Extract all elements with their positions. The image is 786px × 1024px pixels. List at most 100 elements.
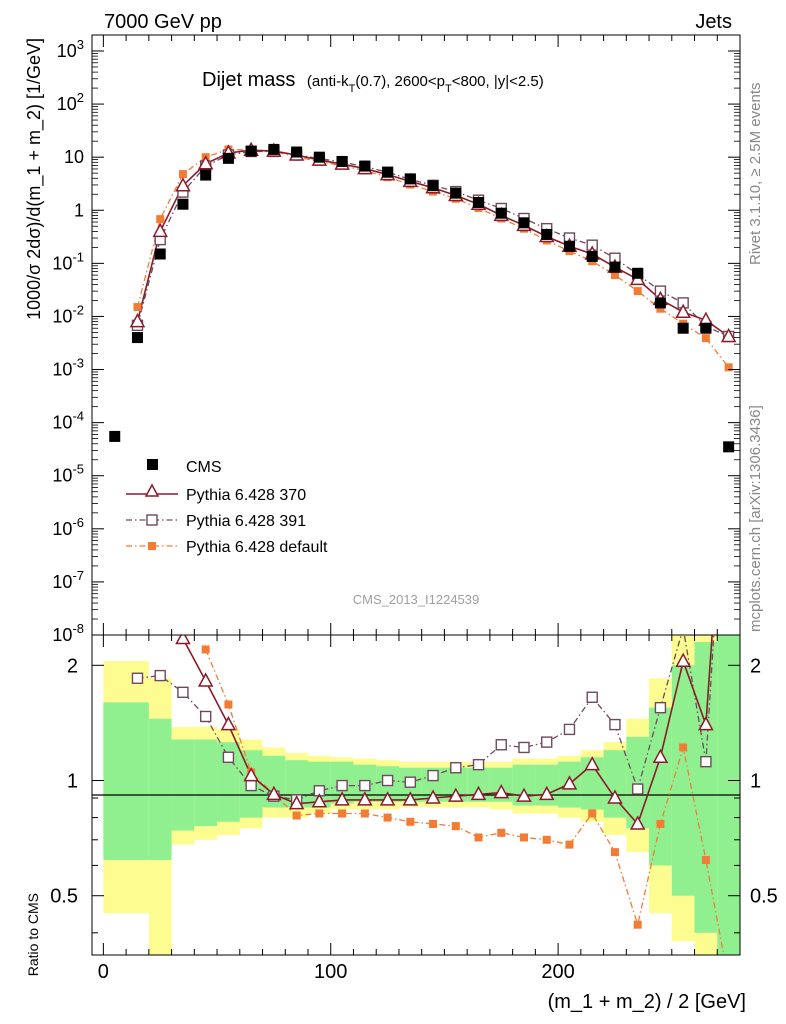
series-line-pdefault (136, 148, 730, 368)
ratio-point-pdefault (406, 817, 415, 826)
ratio-point-pdefault (201, 645, 210, 654)
point-pdefault (724, 363, 733, 372)
y-tick-label: 10-5 (52, 462, 84, 486)
ratio-point-p391 (472, 758, 485, 771)
y-tick-label: 10-1 (52, 249, 84, 273)
ratio-plot: 0.5 0.5 1 1 2 2 0 100 200 (50, 634, 778, 983)
uncertainty-band-inner (194, 739, 218, 827)
legend-370: Pythia 6.428 370 (186, 487, 306, 504)
point-p370 (129, 313, 146, 328)
point-pdefault (156, 215, 165, 224)
point-cms (723, 441, 735, 453)
y-tick-label: 10-6 (52, 515, 84, 539)
point-cms (563, 240, 575, 252)
point-cms (131, 332, 143, 344)
point-cms (109, 430, 121, 442)
y-tick-label: 103 (57, 37, 84, 61)
ratio-point-pdefault (497, 828, 506, 837)
ratio-point-p370 (197, 672, 214, 687)
point-cms (177, 198, 189, 210)
ratio-point-p391 (495, 739, 507, 751)
ratio-line-pdefault (205, 649, 725, 955)
legend-default: Pythia 6.428 default (186, 539, 328, 556)
ratio-point-pdefault (360, 809, 369, 818)
ratio-point-p370 (607, 789, 623, 804)
point-cms (154, 248, 166, 260)
uncertainty-band-inner (649, 707, 672, 866)
ratio-point-p391 (154, 669, 166, 682)
legend: CMS Pythia 6.428 370 Pythia 6.428 391 Py… (126, 459, 328, 556)
point-cms (632, 267, 644, 279)
ratio-point-p391 (131, 672, 144, 684)
y-tick-label: 10 (64, 147, 84, 167)
ratio-point-p370 (629, 815, 646, 830)
uncertainty-band-inner (171, 739, 195, 831)
ratio-point-pdefault (565, 840, 574, 849)
ratio-point-p370 (561, 775, 578, 790)
ratio-point-p370 (652, 748, 669, 764)
ratio-point-p391 (450, 762, 462, 774)
legend-default-marker (148, 542, 156, 550)
ratio-point-p370 (698, 716, 714, 731)
point-p370 (152, 222, 168, 238)
point-cms (518, 217, 530, 229)
ratio-y-tick-label-right: 1 (750, 771, 761, 793)
point-cms (382, 166, 394, 178)
y-tick-label: 102 (57, 90, 84, 114)
mcplots-label: mcplots.cern.ch [arXiv:1306.3436] (747, 405, 764, 632)
legend-cms: CMS (186, 459, 222, 476)
ratio-point-p370 (584, 756, 600, 771)
ratio-point-p370 (402, 791, 419, 806)
ratio-point-pdefault (451, 822, 460, 831)
ratio-point-p391 (222, 751, 235, 763)
ratio-point-pdefault (429, 819, 438, 828)
ratio-point-p370 (379, 791, 396, 806)
ratio-point-pdefault (292, 811, 301, 820)
point-cms (654, 297, 666, 309)
analysis-watermark: CMS_2013_I1224539 (353, 592, 480, 607)
ratio-point-p391 (609, 718, 621, 731)
ratio-point-p370 (334, 791, 350, 806)
point-pdefault (656, 304, 665, 313)
point-cms (609, 261, 621, 273)
point-cms (313, 151, 325, 163)
ratio-point-p391 (177, 686, 189, 699)
ratio-point-p370 (448, 787, 464, 802)
header-left: 7000 GeV pp (104, 11, 222, 33)
point-cms (268, 143, 280, 155)
ratio-point-p370 (311, 793, 328, 808)
point-cms (473, 197, 485, 209)
ratio-point-p391 (541, 736, 553, 748)
ratio-point-p370 (516, 787, 532, 802)
y-tick-label: 1 (74, 200, 84, 220)
ratio-point-pdefault (224, 700, 233, 709)
ratio-point-p370 (493, 783, 510, 799)
ratio-point-p391 (245, 779, 257, 792)
point-cms (495, 207, 507, 219)
uncertainty-band-inner (444, 767, 468, 802)
point-cms (586, 250, 598, 262)
ratio-point-p370 (220, 716, 237, 731)
ratio-point-pdefault (679, 743, 688, 752)
y-axis-title: 1000/σ 2dσ)/d(m_1 + m_2) [1/GeV] (24, 38, 45, 320)
ratio-point-p391 (359, 779, 371, 792)
ratio-point-p370 (266, 785, 282, 801)
uncertainty-band-inner (103, 702, 149, 860)
ratio-point-p391 (427, 769, 439, 782)
ratio-point-p391 (586, 691, 598, 703)
rivet-label: Rivet 3.1.10, ≥ 2.5M events (747, 83, 764, 266)
ratio-point-p370 (470, 785, 487, 801)
point-cms (291, 146, 303, 158)
ratio-y-tick-label-right: 2 (750, 655, 761, 677)
x-tick-label: 200 (541, 961, 574, 983)
ratio-point-pdefault (542, 835, 551, 844)
ratio-point-p391 (404, 776, 417, 788)
ratio-point-pdefault (338, 809, 347, 818)
point-cms (700, 322, 712, 334)
point-cms (336, 155, 348, 167)
ratio-y-tick-label-right: 0.5 (750, 886, 778, 908)
ratio-point-p370 (288, 795, 305, 810)
legend-cms-marker (147, 459, 158, 470)
ratio-point-p391 (199, 710, 212, 723)
